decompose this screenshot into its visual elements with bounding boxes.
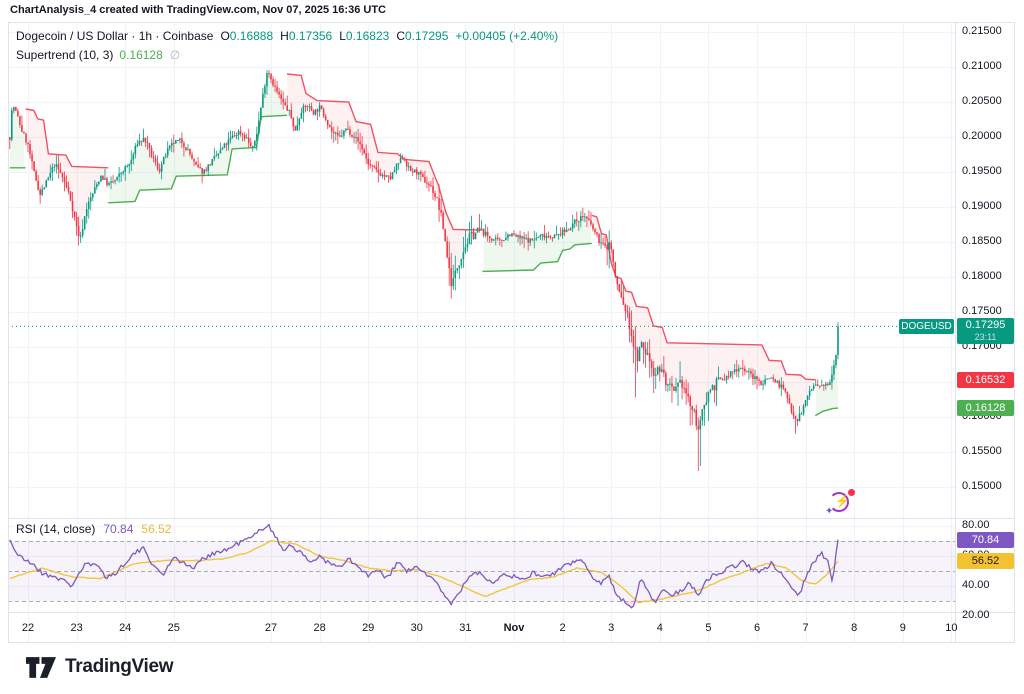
- supertrend-stop-badge: 0.16532: [957, 372, 1014, 388]
- price-tick-label: 0.21000: [962, 60, 1002, 72]
- symbol-price-tag: DOGEUSD: [899, 319, 954, 334]
- time-tick-label: 24: [119, 622, 132, 634]
- rsi-ma-value: 56.52: [141, 522, 172, 536]
- ohlc-key-h: H: [280, 29, 289, 43]
- ohlc-value-o: 0.16888: [229, 29, 274, 43]
- time-tick-label: 31: [459, 622, 472, 634]
- ohlc-key-o: O: [220, 29, 230, 43]
- snapshot-title: ChartAnalysis_4 created with TradingView…: [10, 4, 386, 16]
- supertrend-legend-row[interactable]: Supertrend (10, 3) 0.16128 ∅: [16, 46, 558, 65]
- price-tick-label: 0.20000: [962, 130, 1002, 142]
- time-tick-label: 2: [559, 622, 566, 634]
- supertrend-value-badge: 0.16128: [957, 400, 1014, 416]
- time-tick-label: 22: [21, 622, 35, 634]
- tradingview-logo[interactable]: TradingView: [26, 656, 174, 678]
- time-tick-label: 7: [802, 622, 809, 634]
- ohlc-key-c: C: [396, 29, 405, 43]
- tradingview-wordmark: TradingView: [65, 656, 174, 677]
- symbol-legend-row[interactable]: Dogecoin / US Dollar · 1h · Coinbase O0.1…: [16, 27, 558, 46]
- chart-frame: [8, 22, 1015, 643]
- price-tick-label: 0.15000: [962, 480, 1002, 492]
- ohlc-key-l: L: [339, 29, 346, 43]
- time-tick-label: 5: [705, 622, 712, 634]
- time-tick-label: 6: [753, 622, 761, 634]
- main-legend[interactable]: Dogecoin / US Dollar · 1h · Coinbase O0.1…: [16, 27, 558, 65]
- symbol-title: Dogecoin / US Dollar · 1h · Coinbase: [16, 29, 214, 43]
- tradingview-logo-mark: [26, 656, 56, 678]
- price-tick-label: 0.20500: [962, 95, 1002, 107]
- pane-divider[interactable]: [8, 518, 1015, 519]
- price-tick-label: 0.19500: [962, 165, 1002, 177]
- rsi-ma-value-badge: 56.52: [957, 553, 1014, 569]
- rsi-tick-label: 40.00: [962, 579, 990, 591]
- rsi-value: 70.84: [103, 522, 134, 536]
- time-tick-label: 8: [851, 622, 858, 634]
- time-tick-label: 23: [70, 622, 83, 634]
- refresh-flash-icon[interactable]: ⚡ ✦: [825, 489, 856, 519]
- ohlc-value-c: 0.17295: [404, 29, 449, 43]
- supertrend-value: 0.16128: [119, 48, 163, 62]
- supertrend-label: Supertrend (10, 3): [16, 48, 114, 62]
- price-tick-label: 0.18500: [962, 235, 1002, 247]
- ohlc-value-h: 0.17356: [288, 29, 333, 43]
- price-tick-label: 0.15500: [962, 445, 1002, 457]
- time-tick-label: 28: [313, 622, 326, 634]
- price-axis-divider[interactable]: [955, 22, 956, 643]
- time-tick-label: 4: [656, 622, 663, 634]
- rsi-tick-label: 80.00: [962, 519, 990, 531]
- time-axis-divider[interactable]: [8, 612, 1015, 613]
- values-hidden-icon: ∅: [169, 48, 181, 62]
- last-price-value: 0.17295: [965, 319, 1006, 331]
- sparkle-icon: ✦: [825, 506, 834, 517]
- circular-arrow-icon: [829, 492, 849, 512]
- bar-countdown: 23:11: [974, 332, 997, 342]
- rsi-label: RSI (14, close): [16, 522, 96, 536]
- time-tick-label: 29: [362, 622, 375, 634]
- ohlc-value-l: 0.16823: [345, 29, 390, 43]
- lightning-icon: ⚡: [835, 494, 850, 508]
- time-tick-label: 3: [608, 622, 615, 634]
- rsi-legend-row[interactable]: RSI (14, close) 70.84 56.52: [16, 522, 171, 536]
- change-value: +0.00405 (+2.40%): [455, 29, 559, 43]
- price-tick-label: 0.18000: [962, 270, 1002, 282]
- last-price-badge: 0.17295 23:11: [957, 318, 1014, 344]
- rsi-value-badge: 70.84: [957, 532, 1014, 548]
- rsi-tick-label: 20.00: [962, 609, 990, 621]
- time-tick-label: 10: [945, 622, 958, 634]
- time-tick-label: 30: [410, 622, 423, 634]
- price-tick-label: 0.17500: [962, 305, 1002, 317]
- price-tick-label: 0.21500: [962, 25, 1002, 37]
- time-tick-label: 25: [167, 622, 180, 634]
- time-tick-label: 9: [899, 622, 906, 634]
- time-tick-label: Nov: [503, 622, 525, 634]
- chart-canvas[interactable]: [8, 22, 955, 643]
- price-tick-label: 0.19000: [962, 200, 1002, 212]
- time-tick-label: 27: [264, 622, 278, 634]
- notification-dot: [848, 489, 855, 496]
